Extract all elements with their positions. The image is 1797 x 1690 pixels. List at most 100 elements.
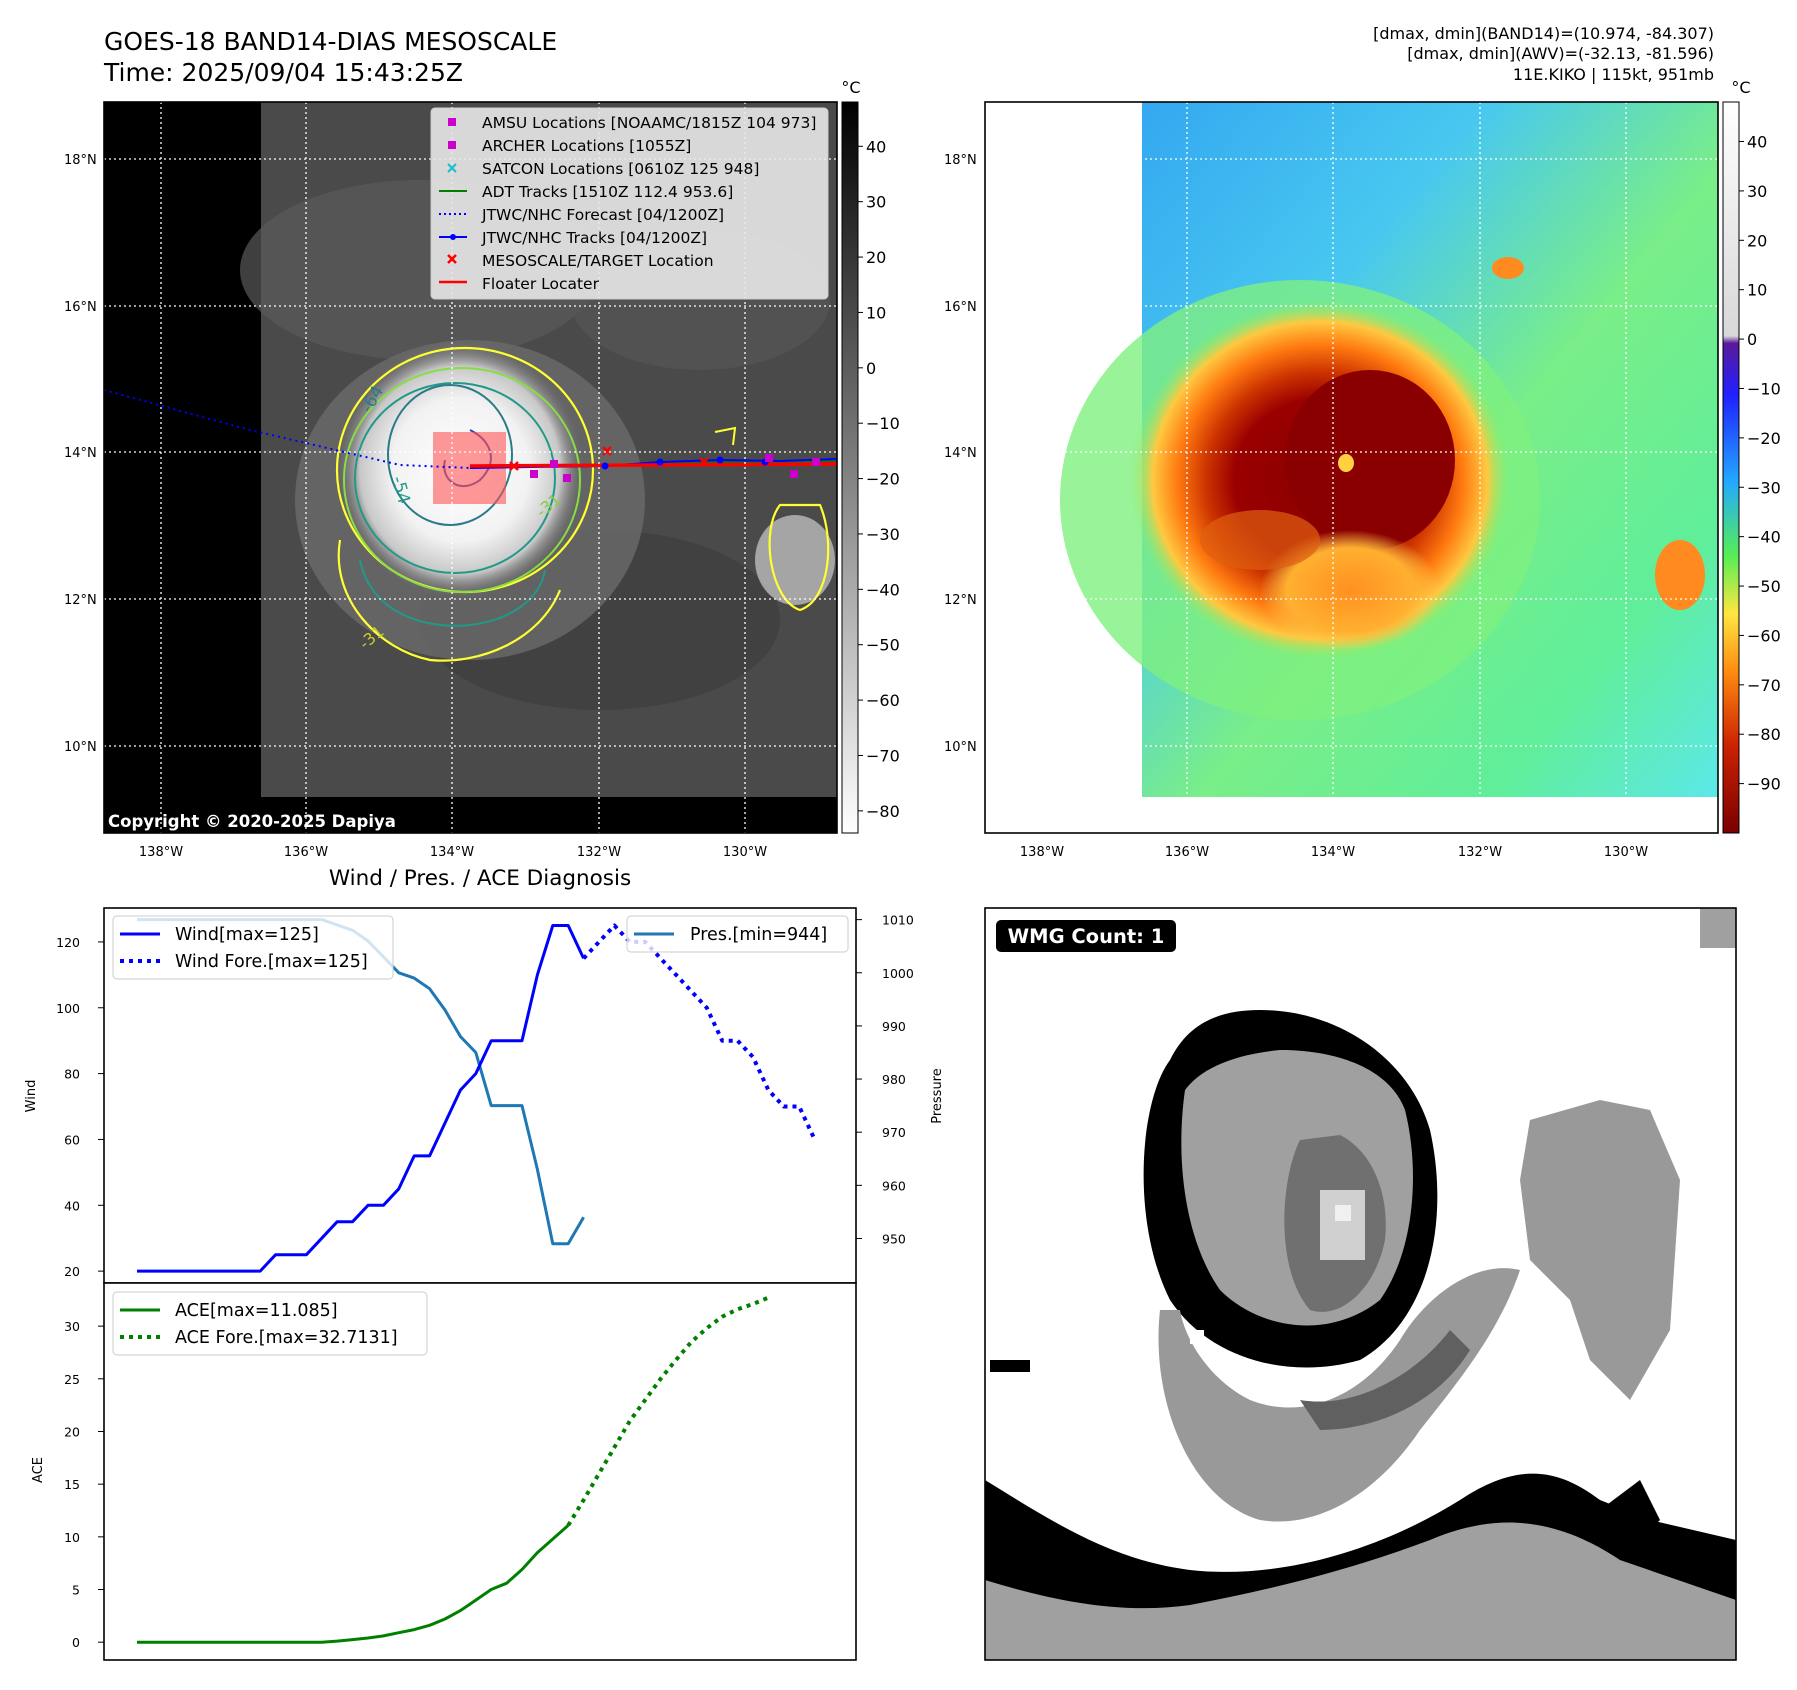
ace-ylabel: ACE [31,1457,46,1483]
wind-pressure-chart: 120 100 80 60 40 20 1010 1000 990 980 970 960 950 W… [24,907,945,1284]
color-colorbar [1722,101,1740,834]
map1-lon-label: 134°W [430,845,474,860]
ace-ytick-label: 25 [64,1372,80,1387]
legend-label-adt: ADT Tracks [1510Z 112.4 953.6] [482,183,733,201]
floater-locater [469,462,837,468]
wind-ytick-label: 60 [64,1132,80,1147]
ace-ytick-label: 5 [72,1583,80,1598]
map1-lat-label: 18°N [64,153,97,168]
wind-axis: 120 100 80 60 40 20 [56,935,104,1279]
color-colorbar-tick-label: 10 [1747,281,1767,300]
map2-lat-label: 18°N [944,153,977,168]
color-colorbar-tick-label: −40 [1747,528,1781,547]
wind-ytick-label: 20 [64,1264,80,1279]
color-colorbar-tick-label: −80 [1747,725,1781,744]
gray-colorbar-unit: °C [841,78,860,97]
ace-forecast-line [566,1295,770,1527]
ace-ytick-label: 20 [64,1424,80,1439]
gray-colorbar-tick-label: 40 [866,137,886,156]
color-colorbar-unit: °C [1731,78,1750,97]
jtwc-forecast-track [104,389,471,469]
wind-ytick-label: 80 [64,1067,80,1082]
wind-legend: Wind[max=125] Wind Fore.[max=125] [112,915,394,980]
legend-label-archer: ARCHER Locations [1055Z] [482,137,691,155]
gray-colorbar-tick-label: −60 [866,691,900,710]
map1-lon-label: 132°W [577,845,621,860]
band14-extrema: [dmax, dmin](BAND14)=(10.974, -84.307) [1373,24,1714,43]
ace-ytick-label: 15 [64,1477,80,1492]
target-markers [509,446,709,471]
pressure-axis: 1010 1000 990 980 970 960 950 [856,913,914,1246]
diagnosis-title: Wind / Pres. / ACE Diagnosis [329,866,631,891]
color-colorbar-tick-label: −10 [1747,379,1781,398]
wind-fore-legend-label: Wind Fore.[max=125] [175,952,368,972]
color-colorbar-tick-label: −50 [1747,577,1781,596]
wind-line [137,924,585,1273]
map1-lat-label: 16°N [64,300,97,315]
legend-label-target: MESOSCALE/TARGET Location [482,252,714,270]
ace-series [137,1295,770,1644]
pressure-ytick-label: 980 [882,1072,906,1087]
map2-lat-label: 10°N [944,740,977,755]
ace-legend: ACE[max=11.085] ACE Fore.[max=32.7131] [112,1291,428,1356]
ace-ytick-label: 30 [64,1319,80,1334]
color-colorbar-tick-label: −60 [1747,626,1781,645]
map1-lon-label: 136°W [284,845,328,860]
color-colorbar-tick-label: 40 [1747,133,1767,152]
wmg-count-label: WMG Count: 1 [1008,925,1165,948]
gray-colorbar-tick-label: −30 [866,525,900,544]
map-legend: AMSU Locations [NOAAMC/1815Z 104 973] AR… [430,107,829,300]
map1-lat-label: 10°N [64,740,97,755]
color-colorbar-tick-label: −30 [1747,478,1781,497]
wind-ytick-label: 40 [64,1198,80,1213]
map2-gridlines [985,102,1718,833]
legend-label-floater: Floater Locater [482,275,600,293]
ir-color-map [985,102,1718,833]
gray-colorbar-tick-label: −80 [866,802,900,821]
archer-legend-icon [448,141,456,149]
pressure-legend-label: Pres.[min=944] [690,925,827,945]
figure-time: Time: 2025/09/04 15:43:25Z [103,58,463,87]
pressure-ytick-label: 950 [882,1231,906,1246]
pressure-ytick-label: 1000 [882,966,914,981]
gray-colorbar-tick-label: 10 [866,303,886,322]
target-legend-icon [447,254,457,264]
ace-ytick-label: 10 [64,1530,80,1545]
color-colorbar-tick-label: −70 [1747,676,1781,695]
gray-colorbar-tick-label: −40 [866,580,900,599]
wind-legend-label: Wind[max=125] [175,925,319,945]
gray-colorbar-tick-label: 0 [866,359,876,378]
map2-lon-label: 134°W [1311,845,1355,860]
map1-lat-label: 12°N [64,593,97,608]
amsu-markers [530,454,820,482]
wind-ytick-label: 120 [56,935,80,950]
gray-colorbar-tick-label: −70 [866,746,900,765]
legend-label-forecast: JTWC/NHC Forecast [04/1200Z] [481,206,724,224]
pressure-ytick-label: 990 [882,1019,906,1034]
color-colorbar-ticks: 40 30 20 10 0 −10 −20 −30 −40 −50 −60 −70 −80 −90 [1739,133,1781,794]
map2-lat-label: 12°N [944,593,977,608]
legend-label-satcon: SATCON Locations [0610Z 125 948] [482,160,759,178]
pressure-ytick-label: 1010 [882,913,914,928]
ace-fore-legend-label: ACE Fore.[max=32.7131] [175,1328,398,1348]
gray-colorbar [841,101,859,834]
ace-chart: 30 25 20 15 10 5 0 ACE ACE[max=11.085] ACE For… [31,1282,857,1661]
color-colorbar-tick-label: 0 [1747,330,1757,349]
gray-colorbar-tick-label: 20 [866,248,886,267]
map2-lat-label: 14°N [944,446,977,461]
wmg-count-badge [996,920,1176,952]
gray-colorbar-ticks: 40 30 20 10 0 −10 −20 −30 −40 −50 −60 −70 −80 [858,137,900,821]
pressure-legend: Pres.[min=944] [626,915,849,953]
gray-colorbar-tick-label: 30 [866,193,886,212]
pressure-ytick-label: 960 [882,1178,906,1193]
pressure-ylabel: Pressure [930,1068,945,1124]
amsu-legend-icon [448,118,456,126]
legend-label-tracks: JTWC/NHC Tracks [04/1200Z] [481,229,707,247]
ace-legend-label: ACE[max=11.085] [175,1301,338,1321]
color-colorbar-tick-label: −90 [1747,775,1781,794]
tracks-legend-icon [439,234,467,240]
ace-axis: 30 25 20 15 10 5 0 [64,1319,104,1650]
storm-info: 11E.KIKO | 115kt, 951mb [1513,65,1714,84]
gray-colorbar-tick-label: −50 [866,636,900,655]
